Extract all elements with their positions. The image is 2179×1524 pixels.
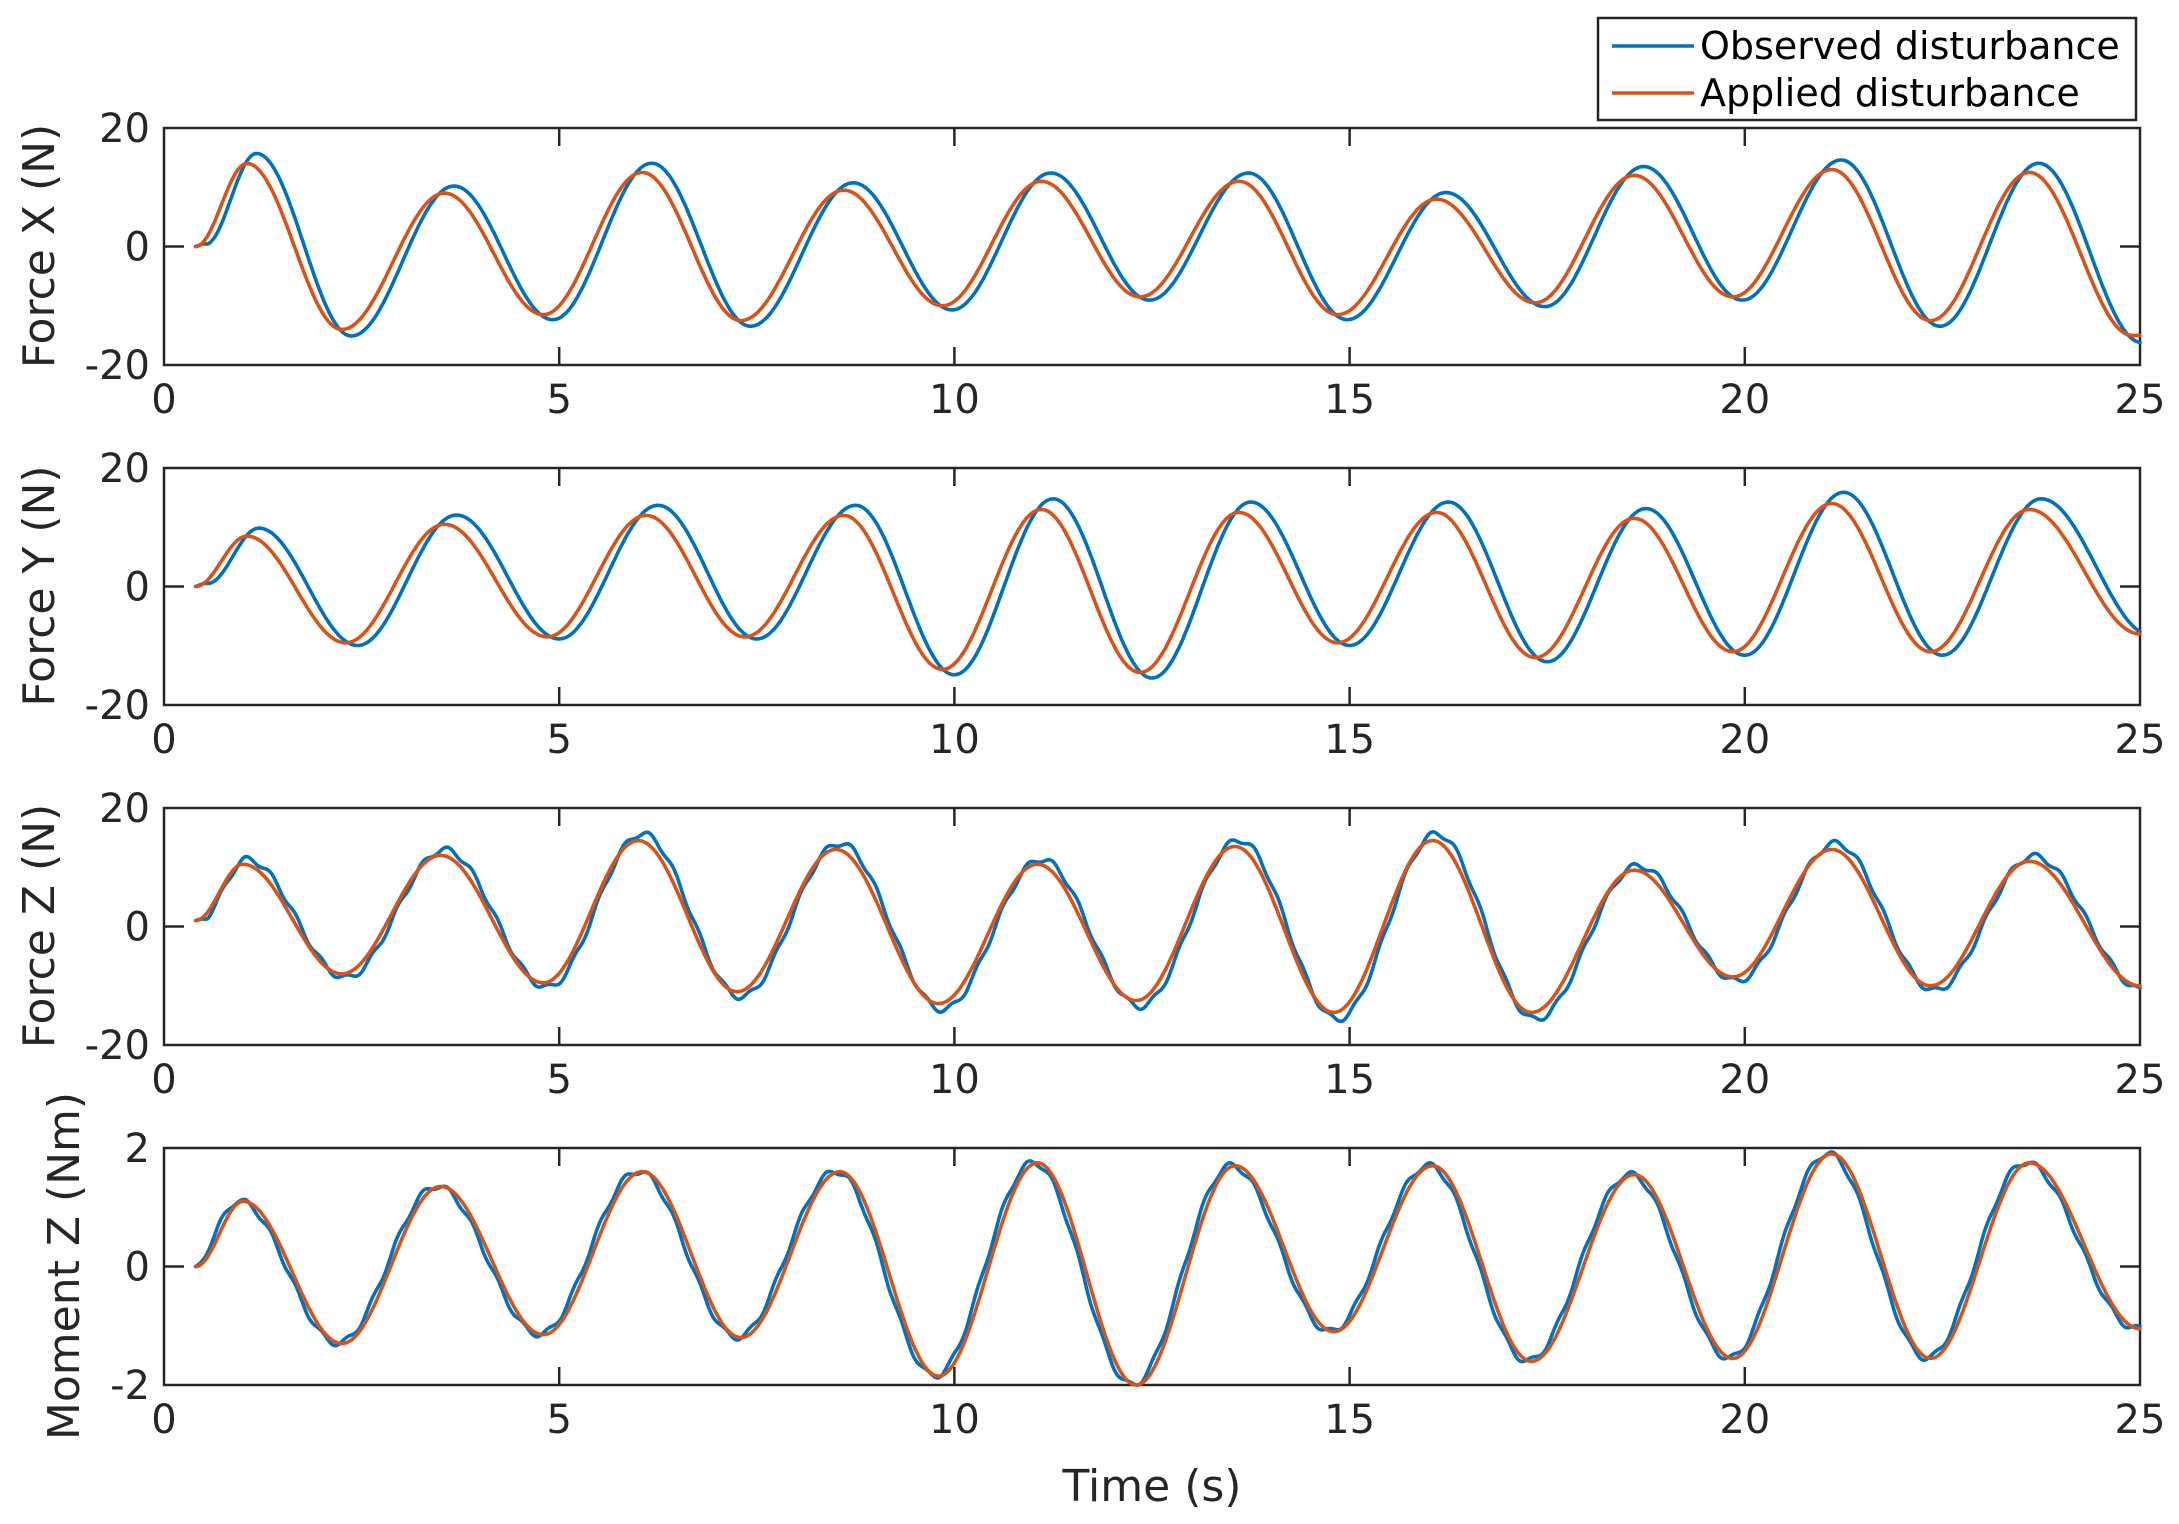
series-applied-disturbance xyxy=(193,161,2142,338)
series-layer xyxy=(193,490,2142,680)
series-layer xyxy=(193,1150,2142,1387)
y-tick-label: 20 xyxy=(99,106,150,152)
y-tick-label: 2 xyxy=(125,1126,150,1172)
series-layer xyxy=(193,830,2142,1024)
y-axis-label: Force X (N) xyxy=(14,124,65,368)
x-tick-label: 10 xyxy=(929,1397,980,1443)
y-axis-label: Force Y (N) xyxy=(14,465,65,706)
y-tick-label: -2 xyxy=(110,1363,150,1409)
series-applied-disturbance xyxy=(193,838,2142,1015)
panel-moment-z: 0 5 10 15 20 25-202 Moment Z (Nm) Time (s) xyxy=(39,1092,2165,1512)
y-tick-label: -20 xyxy=(85,343,150,389)
x-tick-label: 20 xyxy=(1719,377,1770,423)
x-tick-label: 15 xyxy=(1324,377,1375,423)
x-axis-label: Time (s) xyxy=(1062,1461,1242,1512)
x-tick-label: 5 xyxy=(546,1397,571,1443)
x-tick-label: 25 xyxy=(2115,1397,2166,1443)
x-tick-label: 25 xyxy=(2115,1057,2166,1103)
x-tick-label: 20 xyxy=(1719,1397,1770,1443)
x-tick-label: 0 xyxy=(151,377,176,423)
x-tick-label: 10 xyxy=(929,1057,980,1103)
legend-label-applied: Applied disturbance xyxy=(1700,71,2080,115)
x-tick-label: 10 xyxy=(929,377,980,423)
x-tick-label: 15 xyxy=(1324,717,1375,763)
x-tick-label: 15 xyxy=(1324,1397,1375,1443)
y-axis-label: Force Z (N) xyxy=(14,804,65,1048)
x-tick-label: 0 xyxy=(151,1057,176,1103)
legend: Observed disturbance Applied disturbance xyxy=(1596,16,2138,122)
series-observed-disturbance xyxy=(193,490,2142,680)
y-tick-label: 20 xyxy=(99,446,150,492)
series-applied-disturbance xyxy=(193,501,2142,675)
tick-layer: 0 5 10 15 20 25-202 xyxy=(110,1126,2165,1443)
y-tick-label: 0 xyxy=(125,565,150,611)
y-tick-label: 0 xyxy=(125,905,150,951)
series-applied-disturbance xyxy=(193,1152,2142,1387)
x-tick-label: 5 xyxy=(546,717,571,763)
x-tick-label: 5 xyxy=(546,377,571,423)
x-tick-label: 25 xyxy=(2115,717,2166,763)
y-tick-label: 0 xyxy=(125,225,150,271)
plot-frame xyxy=(162,466,2142,707)
x-tick-label: 20 xyxy=(1719,717,1770,763)
series-observed-disturbance xyxy=(193,1150,2142,1387)
x-tick-label: 5 xyxy=(546,1057,571,1103)
y-tick-label: -20 xyxy=(85,1023,150,1069)
x-tick-label: 20 xyxy=(1719,1057,1770,1103)
legend-label-observed: Observed disturbance xyxy=(1700,24,2120,68)
plot-frame xyxy=(162,1146,2142,1387)
x-tick-label: 25 xyxy=(2115,377,2166,423)
series-observed-disturbance xyxy=(193,151,2142,345)
series-layer xyxy=(193,151,2142,345)
y-axis-label: Moment Z (Nm) xyxy=(39,1092,90,1440)
plot-frame xyxy=(162,806,2142,1047)
plot-frame xyxy=(162,126,2142,367)
x-tick-label: 15 xyxy=(1324,1057,1375,1103)
y-tick-label: -20 xyxy=(85,683,150,729)
legend-box xyxy=(1596,16,2138,122)
y-tick-label: 20 xyxy=(99,786,150,832)
y-tick-label: 0 xyxy=(125,1245,150,1291)
x-tick-label: 10 xyxy=(929,717,980,763)
x-tick-label: 0 xyxy=(151,1397,176,1443)
x-tick-label: 0 xyxy=(151,717,176,763)
